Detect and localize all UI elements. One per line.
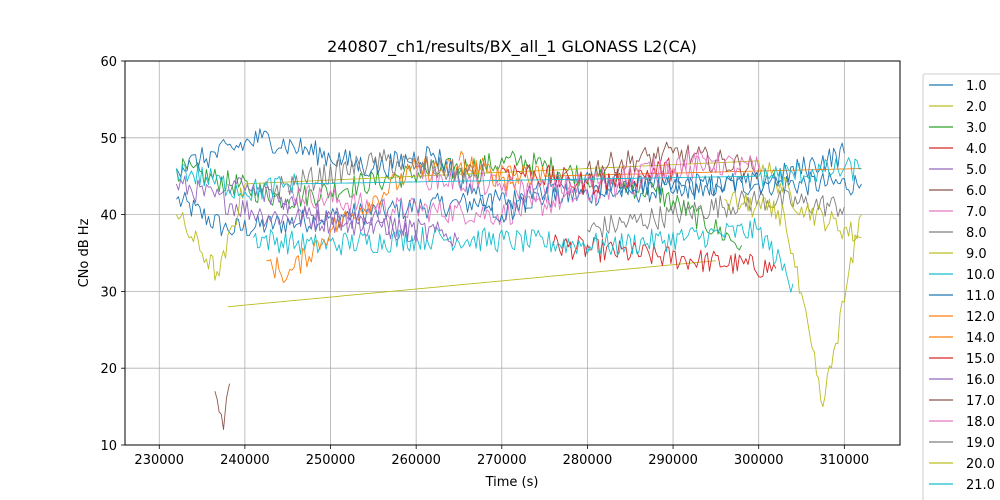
series-line-11.0 — [176, 128, 845, 223]
x-tick-label: 290000 — [648, 453, 698, 468]
series-line-16.0 — [227, 177, 460, 247]
plot-area-frame — [124, 60, 901, 446]
series-line-21.0 — [175, 157, 862, 202]
x-tick-label: 310000 — [820, 453, 870, 468]
series-lines — [175, 128, 862, 431]
x-tick-label: 280000 — [563, 453, 613, 468]
legend-label: 19.0 — [966, 436, 995, 451]
y-tick-label: 10 — [100, 439, 117, 454]
y-axis-label: CNo dB Hz — [77, 218, 92, 287]
series-line-10.0 — [253, 217, 794, 293]
series-line-6.0 — [214, 383, 230, 431]
legend-label: 21.0 — [966, 478, 995, 493]
legend-label: 6.0 — [966, 184, 987, 199]
legend-label: 15.0 — [966, 352, 995, 367]
legend-label: 4.0 — [966, 142, 987, 157]
y-tick-label: 60 — [100, 55, 117, 70]
series-line-4.0 — [552, 234, 777, 278]
legend-label: 7.0 — [966, 205, 987, 220]
legend: 1.0 2.0 3.0 4.0 5.0 6.0 7.0 8.0 9.0 10.0 11.0 12.0 1… — [922, 73, 1000, 500]
y-tick-label: 50 — [100, 132, 117, 147]
legend-label: 5.0 — [966, 163, 987, 178]
legend-label: 14.0 — [966, 331, 995, 346]
legend-label: 17.0 — [966, 394, 995, 409]
y-tick-label: 20 — [100, 362, 117, 377]
legend-label: 9.0 — [966, 247, 987, 262]
series-line-5.0 — [175, 175, 417, 242]
legend-label: 16.0 — [966, 373, 995, 388]
x-axis-label: Time (s) — [485, 475, 539, 490]
legend-label: 18.0 — [966, 415, 995, 430]
legend-label: 12.0 — [966, 310, 995, 325]
legend-label: 2.0 — [966, 100, 987, 115]
x-tick-label: 300000 — [734, 453, 784, 468]
legend-label: 1.0 — [966, 79, 987, 94]
y-tick-label: 40 — [100, 209, 117, 224]
chart-title: 240807_ch1/results/BX_all_1 GLONASS L2(C… — [327, 37, 697, 57]
series-line-12.0 — [266, 157, 862, 283]
legend-label: 8.0 — [966, 226, 987, 241]
y-tick-label: 30 — [100, 285, 117, 300]
x-tick-label: 250000 — [306, 453, 356, 468]
x-tick-label: 260000 — [391, 453, 441, 468]
legend-label: 11.0 — [966, 289, 995, 304]
series-line-19.0 — [261, 149, 486, 199]
series-line-2.0 — [227, 260, 716, 308]
legend-label: 3.0 — [966, 121, 987, 136]
x-tick-label: 230000 — [134, 453, 184, 468]
legend-box — [922, 73, 1000, 500]
series-line-8.0 — [587, 189, 845, 239]
legend-label: 20.0 — [966, 457, 995, 472]
series-line-17.0 — [586, 141, 760, 180]
x-tick-label: 240000 — [220, 453, 270, 468]
series-line-15.0 — [501, 157, 674, 196]
legend-label: 10.0 — [966, 268, 995, 283]
series-line-20.0 — [724, 191, 862, 408]
axes: 230000 240000 250000 260000 270000 280000 2900… — [100, 55, 869, 468]
x-tick-label: 270000 — [477, 453, 527, 468]
